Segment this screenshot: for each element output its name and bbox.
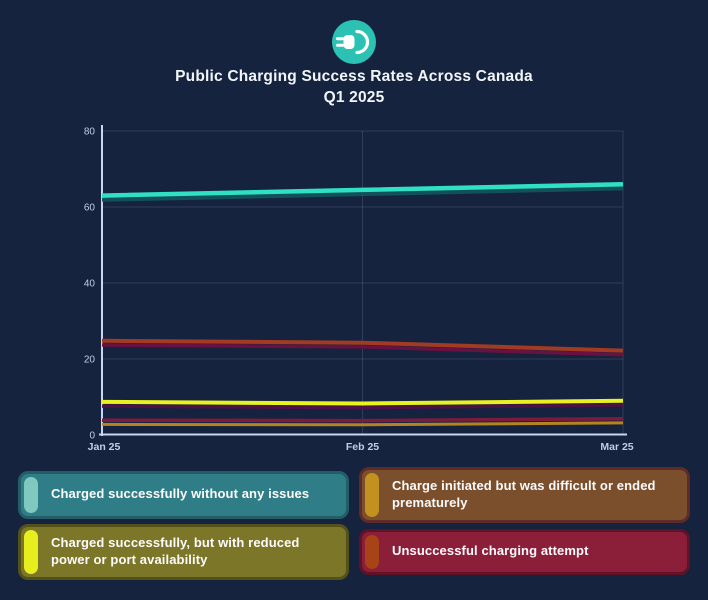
legend-chip-initiated-difficult: Charge initiated but was difficult or en… — [359, 466, 690, 523]
series-shadow-charged-successfully — [101, 186, 624, 202]
page-title-line1: Public Charging Success Rates Across Can… — [175, 68, 533, 85]
legend-accent-bar — [24, 529, 38, 574]
plug-prong-bottom — [336, 43, 345, 47]
legend-chip-charged-successfully: Charged successfully without any issues — [18, 470, 349, 519]
y-tick-label: 60 — [84, 203, 96, 214]
legend-label: Charge initiated but was difficult or en… — [392, 478, 656, 510]
series-shadow-initiated-difficult — [101, 343, 624, 357]
series-line-reduced-power — [101, 398, 624, 406]
series-line-initiated-difficult — [101, 338, 624, 353]
x-tick-label: Jan 25 — [88, 441, 121, 453]
x-tick-label: Mar 25 — [600, 441, 633, 453]
series-shadow-unsuccessful — [101, 421, 624, 427]
plug-prong-top — [336, 37, 345, 41]
page-title: Public Charging Success Rates Across Can… — [0, 66, 708, 108]
legend-label: Charged successfully, but with reduced p… — [51, 535, 300, 567]
x-tick-label: Feb 25 — [346, 441, 379, 453]
y-tick-label: 40 — [84, 279, 96, 290]
series-shadow-reduced-power — [101, 403, 624, 410]
chart-legend: Charged successfully without any issues … — [18, 466, 690, 580]
plug-cable-arc — [355, 29, 370, 55]
legend-label: Unsuccessful charging attempt — [392, 543, 589, 559]
legend-accent-bar — [365, 534, 379, 569]
legend-chip-reduced-power: Charged successfully, but with reduced p… — [18, 523, 349, 580]
y-tick-label: 80 — [84, 127, 96, 138]
page-title-line2: Q1 2025 — [323, 89, 385, 106]
legend-label: Charged successfully without any issues — [51, 486, 310, 502]
ev-plug-icon — [332, 20, 376, 64]
legend-accent-bar — [24, 476, 38, 513]
line-chart: 0 20 40 60 80 Jan 25 Feb 25 Mar 25 — [84, 125, 634, 453]
y-tick-label: 20 — [84, 355, 96, 366]
series-line-unsuccessful — [101, 416, 624, 423]
legend-accent-bar — [365, 472, 379, 517]
plug-body — [343, 35, 355, 49]
series-line-charged-successfully — [101, 181, 624, 198]
y-tick-label: 0 — [89, 431, 95, 442]
legend-chip-unsuccessful: Unsuccessful charging attempt — [359, 528, 690, 575]
